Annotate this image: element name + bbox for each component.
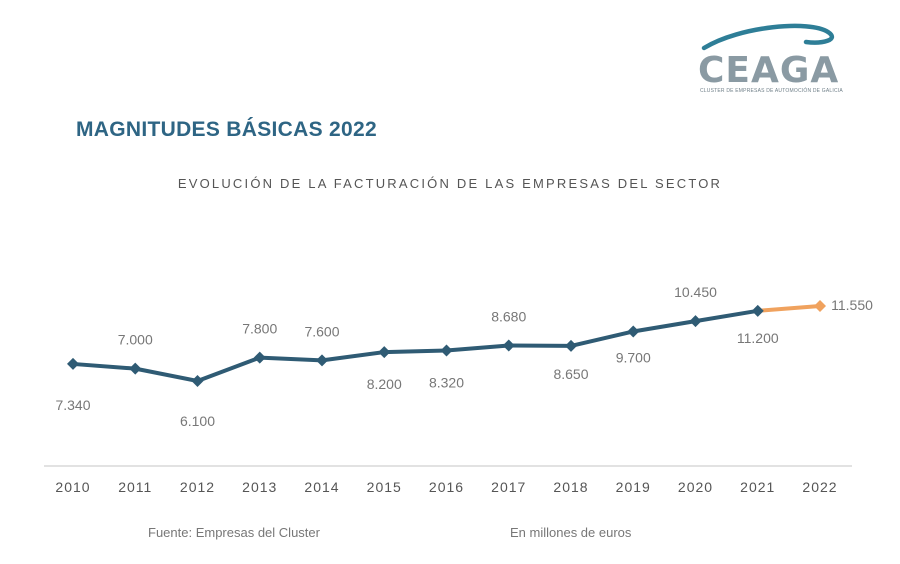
data-point-marker bbox=[751, 304, 764, 317]
x-tick-label: 2020 bbox=[678, 479, 713, 495]
x-tick-label: 2012 bbox=[180, 479, 215, 495]
data-label: 8.320 bbox=[429, 374, 464, 390]
data-point-marker bbox=[316, 354, 328, 367]
data-point-marker bbox=[191, 375, 204, 387]
x-tick-label: 2010 bbox=[55, 479, 90, 495]
x-tick-label: 2022 bbox=[802, 479, 837, 495]
data-point-marker bbox=[253, 351, 266, 364]
data-label: 8.680 bbox=[491, 308, 526, 324]
series-segment bbox=[631, 319, 698, 334]
x-tick-label: 2015 bbox=[367, 479, 402, 495]
data-point-marker bbox=[502, 339, 515, 352]
data-point-marker bbox=[814, 300, 826, 312]
data-label: 8.200 bbox=[367, 376, 402, 392]
data-label: 10.450 bbox=[674, 284, 717, 300]
series-segment bbox=[71, 361, 138, 371]
series-segment bbox=[195, 355, 262, 383]
x-tick-label: 2018 bbox=[553, 479, 588, 495]
data-label: 11.200 bbox=[737, 330, 779, 346]
data-label: 6.100 bbox=[180, 413, 215, 429]
data-point-marker bbox=[565, 339, 577, 352]
data-label: 7.800 bbox=[242, 321, 277, 337]
x-tick-label: 2014 bbox=[304, 479, 339, 495]
x-tick-label: 2021 bbox=[740, 479, 775, 495]
series-segment bbox=[569, 329, 636, 348]
series-segment bbox=[320, 350, 387, 363]
series-segment bbox=[257, 355, 324, 363]
data-point-marker bbox=[378, 346, 391, 359]
x-tick-label: 2016 bbox=[429, 479, 464, 495]
series-segment bbox=[133, 366, 200, 383]
data-point-marker bbox=[129, 362, 142, 375]
data-label: 11.550 bbox=[831, 297, 873, 313]
units-note: En millones de euros bbox=[510, 525, 632, 540]
data-point-marker bbox=[440, 344, 453, 357]
data-label: 8.650 bbox=[553, 366, 588, 382]
data-label: 9.700 bbox=[616, 349, 651, 365]
data-label: 7.340 bbox=[55, 397, 90, 413]
data-point-marker bbox=[689, 315, 702, 328]
x-tick-label: 2019 bbox=[616, 479, 651, 495]
data-point-marker bbox=[67, 357, 79, 370]
series-segment-projected bbox=[755, 304, 822, 313]
data-label: 7.600 bbox=[304, 323, 339, 339]
logo-subtitle: CLUSTER DE EMPRESAS DE AUTOMOCIÓN DE GAL… bbox=[700, 88, 843, 94]
x-tick-label: 2011 bbox=[118, 479, 152, 495]
logo-swoosh-icon bbox=[701, 23, 835, 51]
chart-title: EVOLUCIÓN DE LA FACTURACIÓN DE LAS EMPRE… bbox=[177, 176, 723, 191]
x-tick-label: 2013 bbox=[242, 479, 277, 495]
x-tick-label: 2017 bbox=[491, 479, 526, 495]
logo-wordmark: CEAGA bbox=[698, 50, 840, 91]
source-note: Fuente: Empresas del Cluster bbox=[148, 525, 320, 540]
series-segment bbox=[444, 343, 511, 353]
data-point-marker bbox=[627, 325, 640, 338]
series-segment bbox=[382, 348, 449, 355]
ceaga-logo: CEAGA CLUSTER DE EMPRESAS DE AUTOMOCIÓN … bbox=[690, 22, 850, 100]
page-title: MAGNITUDES BÁSICAS 2022 bbox=[76, 118, 377, 141]
data-label: 7.000 bbox=[118, 332, 153, 348]
series-segment bbox=[693, 308, 760, 324]
